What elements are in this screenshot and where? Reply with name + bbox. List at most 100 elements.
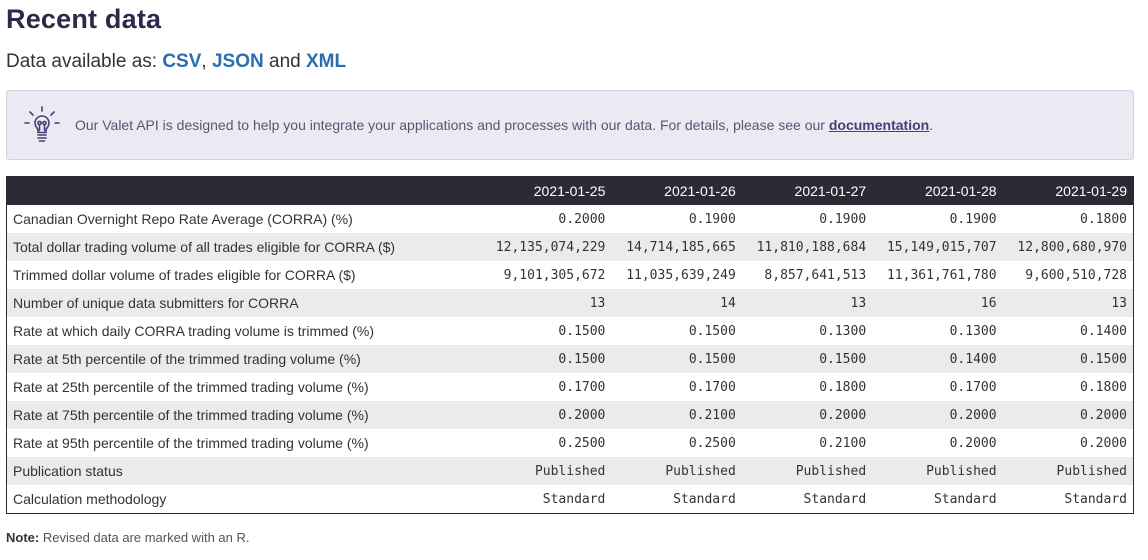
table-cell: 0.1800 (742, 373, 872, 401)
column-header: 2021-01-26 (611, 177, 741, 206)
table-cell: 13 (742, 289, 872, 317)
api-callout: Our Valet API is designed to help you in… (6, 90, 1134, 160)
table-cell: 0.1500 (1003, 345, 1134, 373)
table-cell: 16 (872, 289, 1002, 317)
row-label: Rate at which daily CORRA trading volume… (7, 317, 482, 345)
row-label: Rate at 75th percentile of the trimmed t… (7, 401, 482, 429)
table-cell: 0.1400 (1003, 317, 1134, 345)
table-cell: 0.1400 (872, 345, 1002, 373)
table-cell: 0.2000 (481, 401, 611, 429)
table-cell: Standard (742, 485, 872, 514)
table-cell: 0.2000 (1003, 401, 1134, 429)
table-cell: 8,857,641,513 (742, 261, 872, 289)
table-cell: 0.1900 (872, 205, 1002, 233)
table-cell: Published (611, 457, 741, 485)
table-cell: 13 (481, 289, 611, 317)
lightbulb-icon (21, 104, 63, 146)
table-row: Total dollar trading volume of all trade… (7, 233, 1134, 261)
table-cell: Published (742, 457, 872, 485)
table-row: Publication status Published Published Publ… (7, 457, 1134, 485)
table-cell: 0.1700 (872, 373, 1002, 401)
row-label: Canadian Overnight Repo Rate Average (CO… (7, 205, 482, 233)
table-row: Number of unique data submitters for COR… (7, 289, 1134, 317)
table-cell: 0.2500 (481, 429, 611, 457)
table-cell: 0.1800 (1003, 205, 1134, 233)
table-row: Rate at 5th percentile of the trimmed tr… (7, 345, 1134, 373)
table-row: Rate at 25th percentile of the trimmed t… (7, 373, 1134, 401)
row-label: Calculation methodology (7, 485, 482, 514)
page: Recent data Data available as: CSV, JSON… (0, 0, 1148, 545)
formats-prefix: Data available as: (6, 51, 162, 72)
table-cell: 0.1900 (742, 205, 872, 233)
callout-message: Our Valet API is designed to help you in… (75, 117, 933, 133)
table-cell: 0.2100 (611, 401, 741, 429)
formats-separator: and (264, 51, 306, 72)
table-cell: 9,101,305,672 (481, 261, 611, 289)
row-label: Rate at 5th percentile of the trimmed tr… (7, 345, 482, 373)
table-cell: 11,361,761,780 (872, 261, 1002, 289)
page-title: Recent data (6, 0, 1142, 35)
table-row: Rate at 95th percentile of the trimmed t… (7, 429, 1134, 457)
row-label: Rate at 25th percentile of the trimmed t… (7, 373, 482, 401)
table-cell: 0.1500 (611, 345, 741, 373)
table-cell: Published (1003, 457, 1134, 485)
table-cell: 0.1500 (481, 317, 611, 345)
table-cell: 0.1700 (611, 373, 741, 401)
table-cell: 0.2000 (872, 429, 1002, 457)
table-cell: Standard (481, 485, 611, 514)
table-cell: 12,800,680,970 (1003, 233, 1134, 261)
table-cell: 0.2500 (611, 429, 741, 457)
json-link[interactable]: JSON (212, 51, 264, 72)
table-cell: 13 (1003, 289, 1134, 317)
table-cell: 14,714,185,665 (611, 233, 741, 261)
callout-text: Our Valet API is designed to help you in… (75, 117, 829, 133)
table-cell: 0.2000 (481, 205, 611, 233)
recent-data-table: 2021-01-25 2021-01-26 2021-01-27 2021-01… (6, 176, 1134, 514)
row-label: Publication status (7, 457, 482, 485)
table-cell: Standard (611, 485, 741, 514)
table-cell: 12,135,074,229 (481, 233, 611, 261)
table-row: Calculation methodology Standard Standard S… (7, 485, 1134, 514)
revision-note: Note: Revised data are marked with an R. (6, 530, 1142, 545)
table-cell: Published (481, 457, 611, 485)
table-cell: Standard (872, 485, 1002, 514)
row-label: Rate at 95th percentile of the trimmed t… (7, 429, 482, 457)
data-formats-line: Data available as: CSV, JSON and XML (6, 49, 1142, 75)
table-cell: Published (872, 457, 1002, 485)
header-label-cell (7, 177, 482, 206)
table-row: Rate at which daily CORRA trading volume… (7, 317, 1134, 345)
table-cell: 0.2100 (742, 429, 872, 457)
table-cell: 0.1500 (481, 345, 611, 373)
table-cell: 0.1500 (611, 317, 741, 345)
table-cell: 9,600,510,728 (1003, 261, 1134, 289)
callout-suffix: . (929, 117, 933, 133)
table-cell: 0.1800 (1003, 373, 1134, 401)
table-cell: 11,035,639,249 (611, 261, 741, 289)
note-text: Revised data are marked with an R. (39, 530, 249, 545)
row-label: Trimmed dollar volume of trades eligible… (7, 261, 482, 289)
column-header: 2021-01-28 (872, 177, 1002, 206)
table-cell: 0.1500 (742, 345, 872, 373)
table-cell: 11,810,188,684 (742, 233, 872, 261)
table-cell: 14 (611, 289, 741, 317)
table-cell: Standard (1003, 485, 1134, 514)
table-cell: 15,149,015,707 (872, 233, 1002, 261)
column-header: 2021-01-29 (1003, 177, 1134, 206)
table-cell: 0.1900 (611, 205, 741, 233)
note-label: Note: (6, 530, 39, 545)
xml-link[interactable]: XML (306, 51, 346, 72)
column-header: 2021-01-27 (742, 177, 872, 206)
documentation-link[interactable]: documentation (829, 117, 929, 133)
row-label: Number of unique data submitters for COR… (7, 289, 482, 317)
csv-link[interactable]: CSV (162, 51, 201, 72)
row-label: Total dollar trading volume of all trade… (7, 233, 482, 261)
table-cell: 0.2000 (1003, 429, 1134, 457)
table-cell: 0.1300 (872, 317, 1002, 345)
formats-separator: , (201, 51, 212, 72)
table-header-row: 2021-01-25 2021-01-26 2021-01-27 2021-01… (7, 177, 1134, 206)
table-row: Canadian Overnight Repo Rate Average (CO… (7, 205, 1134, 233)
table-row: Rate at 75th percentile of the trimmed t… (7, 401, 1134, 429)
table-cell: 0.2000 (872, 401, 1002, 429)
table-cell: 0.1300 (742, 317, 872, 345)
table-cell: 0.1700 (481, 373, 611, 401)
